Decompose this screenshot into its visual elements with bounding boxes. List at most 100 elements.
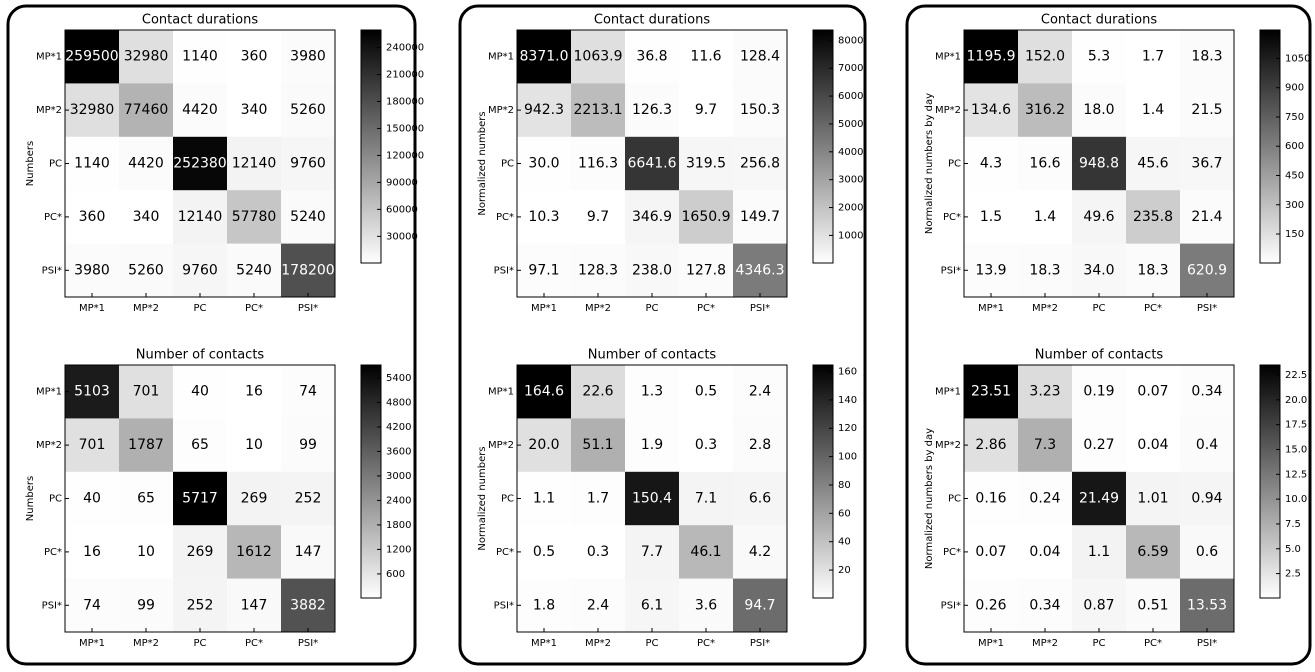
x-tick-label: PC — [193, 303, 206, 314]
heatmap-cell — [625, 365, 680, 419]
heatmap-cell — [119, 578, 174, 633]
heatmap-cell — [517, 418, 572, 473]
x-tick-label: MP*1 — [79, 638, 105, 649]
heatmap-cell — [517, 471, 572, 526]
heatmap-cell — [119, 525, 174, 580]
cell-label: 8371.0 — [520, 49, 569, 65]
colorbar-tick-label: 22.5 — [1285, 370, 1307, 381]
heatmap-cell — [517, 190, 572, 245]
heatmap-cell — [964, 471, 1019, 526]
x-tick-label: PC* — [697, 303, 715, 314]
cell-label: 0.4 — [1196, 437, 1218, 453]
heatmap-cell — [571, 243, 626, 298]
colorbar-tick-label: 90000 — [386, 177, 418, 188]
heatmap-cell — [625, 471, 680, 526]
heatmap-cell — [964, 418, 1019, 473]
heatmap-cell — [281, 525, 336, 580]
y-tick-label: MP*1 — [935, 52, 961, 63]
cell-label: 99 — [299, 437, 317, 453]
heatmap-cell — [679, 578, 734, 633]
y-tick-label: MP*2 — [488, 105, 514, 116]
cell-label: 701 — [133, 384, 160, 400]
heatmap-cell — [1018, 136, 1073, 191]
cell-label: 147 — [241, 597, 268, 613]
heatmap-cell — [964, 190, 1019, 245]
cell-label: 94.7 — [744, 597, 775, 613]
cell-label: 0.6 — [1196, 544, 1218, 560]
cell-label: 45.6 — [1137, 156, 1168, 172]
cell-label: 7.7 — [641, 544, 663, 560]
heatmap-cell — [1018, 190, 1073, 245]
cell-label: 4.2 — [749, 544, 771, 560]
heatmap-cell — [119, 83, 174, 138]
heatmap-cell — [1126, 30, 1181, 84]
heatmap-cell — [1072, 365, 1127, 419]
cell-label: 10 — [137, 544, 155, 560]
heatmap-cell — [119, 136, 174, 191]
y-tick-label: MP*2 — [36, 440, 62, 451]
cell-label: 49.6 — [1083, 209, 1114, 225]
colorbar-tick-label: 140 — [838, 395, 857, 406]
y-axis-label: Normalized numbers — [477, 446, 488, 550]
y-tick-label: PC* — [943, 212, 961, 223]
cell-label: 0.5 — [695, 384, 717, 400]
heatmap-cell — [733, 190, 788, 245]
cell-label: 23.51 — [971, 384, 1011, 400]
heatmap-cell — [625, 418, 680, 473]
panel-frame — [905, 4, 1312, 666]
heatmap-cell — [173, 136, 228, 191]
cell-label: 51.1 — [582, 437, 613, 453]
colorbar-tick-label: 10.0 — [1285, 494, 1307, 505]
cell-label: 1140 — [182, 49, 218, 65]
cell-label: 4420 — [128, 156, 164, 172]
cell-label: 256.8 — [740, 156, 780, 172]
heatmap-cell — [227, 83, 282, 138]
heatmap-cell — [227, 471, 282, 526]
cell-label: 21.4 — [1191, 209, 1222, 225]
cell-label: 620.9 — [1187, 262, 1227, 278]
cell-label: 32980 — [70, 102, 115, 118]
heatmap-cell — [281, 365, 336, 419]
cell-label: 65 — [137, 491, 155, 507]
heatmap-cell — [625, 190, 680, 245]
cell-label: 0.51 — [1137, 597, 1168, 613]
heatmap-cell — [1018, 418, 1073, 473]
cell-label: 238.0 — [632, 262, 672, 278]
heatmap-cell — [571, 471, 626, 526]
heatmap-cell — [281, 190, 336, 245]
x-tick-label: PC* — [1144, 638, 1162, 649]
cell-label: 147 — [295, 544, 322, 560]
heatmap-cell — [281, 83, 336, 138]
heatmap-cell — [173, 83, 228, 138]
cell-label: 9760 — [290, 156, 326, 172]
cell-label: 22.6 — [582, 384, 613, 400]
y-axis-label: Numbers — [25, 141, 36, 186]
cell-label: 21.49 — [1079, 491, 1119, 507]
heatmap-cell — [1018, 471, 1073, 526]
y-tick-label: PC — [49, 494, 62, 505]
cell-label: 269 — [187, 544, 214, 560]
colorbar-tick-label: 4200 — [386, 422, 411, 433]
colorbar-tick-label: 20.0 — [1285, 395, 1307, 406]
heatmap-cell — [1180, 243, 1235, 298]
cell-label: 32980 — [124, 49, 169, 65]
heatmap-cell — [1018, 83, 1073, 138]
cell-label: 178200 — [281, 262, 334, 278]
cell-label: 97.1 — [528, 262, 559, 278]
cell-label: 20.0 — [528, 437, 559, 453]
heatmap-cell — [1072, 30, 1127, 84]
colorbar-tick-label: 30000 — [386, 231, 418, 242]
cell-label: 152.0 — [1025, 49, 1065, 65]
colorbar-tick-label: 20 — [838, 565, 851, 576]
cell-label: 319.5 — [686, 156, 726, 172]
cell-label: 4420 — [182, 102, 218, 118]
cell-label: 252 — [187, 597, 214, 613]
cell-label: 6.1 — [641, 597, 663, 613]
heatmap-cell — [1180, 190, 1235, 245]
y-tick-label: MP*1 — [488, 52, 514, 63]
cell-label: 13.9 — [975, 262, 1006, 278]
cell-label: 5717 — [182, 491, 218, 507]
cell-label: 4346.3 — [736, 262, 785, 278]
cell-label: 701 — [79, 437, 106, 453]
